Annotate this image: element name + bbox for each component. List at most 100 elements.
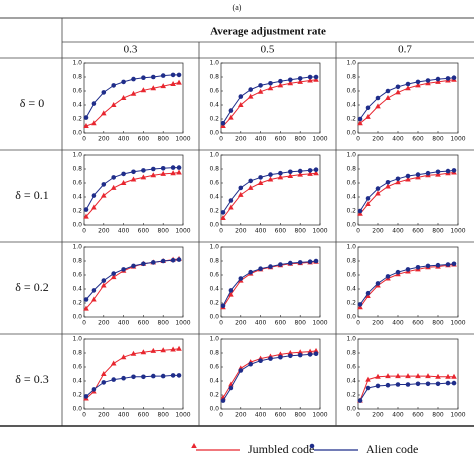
data-point: [357, 304, 363, 310]
y-tick-label: 0.2: [72, 392, 82, 399]
data-point: [297, 168, 303, 174]
data-point: [395, 269, 401, 275]
data-point: [267, 176, 274, 182]
x-tick-label: 1000: [175, 412, 190, 419]
y-tick-label: 1.0: [72, 336, 82, 343]
plot-frame: [357, 338, 459, 410]
y-tick-label: 0.4: [346, 102, 356, 109]
data-point: [248, 87, 253, 92]
data-point: [248, 361, 253, 367]
y-tick-label: 0.4: [72, 378, 82, 385]
data-point: [170, 373, 176, 378]
data-point: [375, 281, 381, 286]
data-point: [415, 381, 421, 387]
y-tick-label: 0.4: [72, 286, 82, 293]
plot-frame: [220, 62, 321, 134]
x-tick-label: 800: [294, 320, 306, 327]
y-tick-label: 1.0: [346, 336, 356, 343]
y-tick-label: 0.4: [209, 378, 219, 385]
data-point: [101, 278, 107, 283]
y-tick-label: 0.6: [209, 180, 219, 187]
data-point: [365, 290, 371, 296]
y-tick-label: 0.0: [72, 222, 82, 229]
data-point: [228, 385, 234, 391]
data-point: [365, 196, 371, 201]
data-point: [258, 266, 263, 272]
y-tick-label: 0.8: [209, 350, 219, 357]
x-tick-label: 0: [82, 136, 86, 143]
x-tick-label: 200: [372, 412, 384, 419]
column-header: Average adjustment rate: [210, 26, 326, 38]
data-point: [307, 77, 313, 83]
x-tick-label: 200: [235, 320, 247, 327]
data-point: [435, 76, 441, 82]
data-point: [83, 207, 89, 212]
y-tick-label: 0.2: [346, 116, 356, 123]
plot-frame: [220, 338, 321, 410]
data-point: [83, 305, 89, 311]
data-point: [111, 83, 116, 88]
data-point: [83, 115, 89, 120]
x-tick-label: 600: [138, 136, 150, 143]
data-point: [307, 170, 313, 176]
x-tick-label: 600: [275, 320, 287, 327]
plot-frame: [220, 246, 321, 318]
data-point: [278, 78, 283, 84]
column-label: 0.5: [261, 44, 275, 56]
data-point: [415, 79, 421, 85]
y-tick-label: 0.0: [72, 314, 82, 321]
data-point: [228, 204, 234, 210]
plot-frame: [357, 154, 459, 226]
data-point: [151, 74, 156, 80]
data-point: [110, 274, 117, 280]
x-tick-label: 1000: [312, 412, 327, 419]
y-tick-label: 1.0: [346, 152, 356, 159]
data-point: [451, 168, 457, 173]
x-tick-label: 400: [392, 228, 404, 235]
legend-marker: [309, 443, 315, 449]
x-tick-label: 0: [356, 320, 360, 327]
x-tick-label: 200: [372, 136, 384, 143]
y-tick-label: 0.6: [72, 364, 82, 371]
x-tick-label: 1000: [312, 228, 327, 235]
x-tick-label: 400: [255, 228, 267, 235]
x-tick-label: 0: [219, 320, 223, 327]
data-point: [287, 80, 294, 86]
data-point: [140, 87, 147, 93]
x-tick-label: 400: [118, 412, 130, 419]
data-point: [375, 103, 381, 109]
data-point: [415, 265, 421, 270]
plot-frame: [220, 154, 321, 226]
data-point: [238, 191, 244, 197]
data-point: [220, 303, 226, 309]
y-tick-label: 0.8: [346, 350, 356, 357]
x-tick-label: 600: [275, 412, 287, 419]
data-point: [111, 271, 116, 276]
data-point: [451, 75, 457, 80]
data-point: [220, 398, 226, 403]
data-point: [357, 116, 363, 122]
x-tick-label: 1000: [450, 228, 465, 235]
data-point: [307, 348, 313, 354]
series-line: [359, 375, 454, 401]
y-tick-label: 0.6: [72, 180, 82, 187]
x-tick-label: 400: [118, 136, 130, 143]
data-point: [238, 94, 244, 99]
data-point: [435, 381, 441, 387]
x-tick-label: 1000: [175, 320, 190, 327]
data-point: [268, 356, 273, 361]
data-point: [176, 257, 182, 262]
data-point: [176, 345, 182, 351]
y-tick-label: 1.0: [346, 60, 356, 67]
data-point: [445, 168, 451, 174]
x-tick-label: 200: [372, 320, 384, 327]
y-tick-label: 0.2: [346, 392, 356, 399]
data-point: [375, 186, 381, 191]
data-point: [141, 168, 146, 173]
x-tick-label: 200: [98, 136, 110, 143]
y-tick-label: 0.4: [72, 102, 82, 109]
data-point: [170, 81, 176, 86]
y-tick-label: 1.0: [209, 244, 219, 251]
data-point: [228, 114, 234, 120]
data-point: [313, 74, 319, 80]
